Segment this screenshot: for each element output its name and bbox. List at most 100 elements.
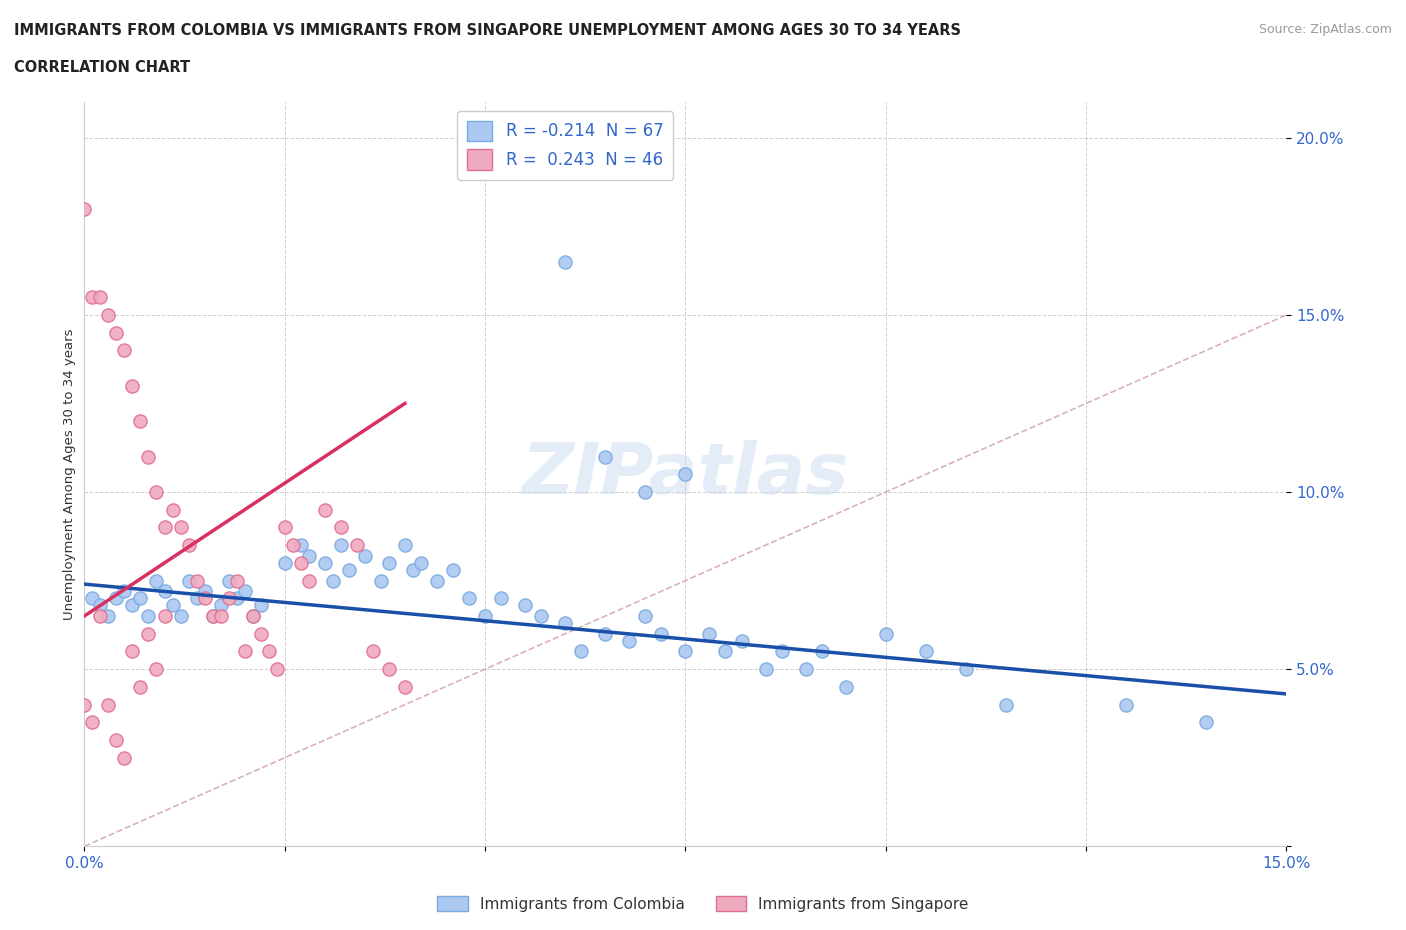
Point: [426, 573, 449, 588]
Point: [186, 591, 208, 605]
Point: [634, 485, 657, 499]
Point: [82, 715, 104, 730]
Point: [530, 608, 553, 623]
Point: [955, 662, 977, 677]
Point: [675, 644, 697, 658]
Point: [714, 644, 737, 658]
Point: [218, 591, 240, 605]
Point: [114, 584, 135, 599]
Point: [162, 502, 184, 517]
Point: [409, 555, 432, 570]
Point: [634, 608, 657, 623]
Point: [569, 644, 592, 658]
Point: [145, 662, 167, 677]
Point: [346, 538, 368, 552]
Point: [97, 608, 120, 623]
Point: [554, 254, 576, 269]
Point: [233, 584, 256, 599]
Point: [153, 520, 176, 535]
Point: [595, 449, 617, 464]
Point: [875, 626, 897, 641]
Point: [169, 608, 191, 623]
Point: [82, 290, 104, 305]
Text: IMMIGRANTS FROM COLOMBIA VS IMMIGRANTS FROM SINGAPORE UNEMPLOYMENT AMONG AGES 30: IMMIGRANTS FROM COLOMBIA VS IMMIGRANTS F…: [14, 23, 962, 38]
Point: [361, 644, 384, 658]
Point: [73, 201, 96, 216]
Point: [675, 467, 697, 482]
Point: [1115, 698, 1137, 712]
Point: [201, 608, 224, 623]
Point: [314, 555, 336, 570]
Point: [489, 591, 512, 605]
Point: [82, 591, 104, 605]
Point: [129, 680, 152, 695]
Point: [257, 644, 280, 658]
Point: [114, 343, 135, 358]
Point: [105, 591, 128, 605]
Point: [274, 520, 297, 535]
Point: [329, 538, 352, 552]
Point: [995, 698, 1018, 712]
Point: [266, 662, 288, 677]
Point: [699, 626, 721, 641]
Point: [1195, 715, 1218, 730]
Point: [194, 591, 217, 605]
Point: [242, 608, 264, 623]
Point: [129, 591, 152, 605]
Point: [810, 644, 832, 658]
Point: [298, 549, 321, 564]
Point: [249, 626, 271, 641]
Point: [394, 538, 416, 552]
Point: [209, 598, 232, 613]
Point: [370, 573, 392, 588]
Point: [89, 598, 111, 613]
Point: [218, 573, 240, 588]
Point: [121, 379, 143, 393]
Point: [97, 698, 120, 712]
Point: [354, 549, 377, 564]
Legend: Immigrants from Colombia, Immigrants from Singapore: Immigrants from Colombia, Immigrants fro…: [432, 889, 974, 918]
Point: [322, 573, 344, 588]
Point: [194, 584, 217, 599]
Point: [233, 644, 256, 658]
Y-axis label: Unemployment Among Ages 30 to 34 years: Unemployment Among Ages 30 to 34 years: [63, 328, 76, 620]
Point: [121, 644, 143, 658]
Point: [378, 662, 401, 677]
Point: [402, 563, 425, 578]
Point: [153, 584, 176, 599]
Point: [794, 662, 817, 677]
Point: [145, 485, 167, 499]
Point: [770, 644, 793, 658]
Point: [298, 573, 321, 588]
Point: [114, 751, 135, 765]
Point: [138, 608, 160, 623]
Point: [105, 733, 128, 748]
Point: [441, 563, 464, 578]
Point: [281, 538, 304, 552]
Point: [394, 680, 416, 695]
Point: [274, 555, 297, 570]
Point: [458, 591, 481, 605]
Point: [650, 626, 672, 641]
Point: [249, 598, 271, 613]
Point: [177, 573, 200, 588]
Text: ZIPatlas: ZIPatlas: [522, 440, 849, 509]
Point: [378, 555, 401, 570]
Point: [835, 680, 858, 695]
Point: [225, 573, 247, 588]
Point: [554, 616, 576, 631]
Point: [225, 591, 247, 605]
Point: [121, 598, 143, 613]
Point: [515, 598, 537, 613]
Point: [290, 538, 312, 552]
Point: [105, 326, 128, 340]
Point: [138, 626, 160, 641]
Point: [162, 598, 184, 613]
Point: [329, 520, 352, 535]
Point: [153, 608, 176, 623]
Point: [89, 290, 111, 305]
Point: [186, 573, 208, 588]
Point: [474, 608, 496, 623]
Point: [177, 538, 200, 552]
Point: [73, 698, 96, 712]
